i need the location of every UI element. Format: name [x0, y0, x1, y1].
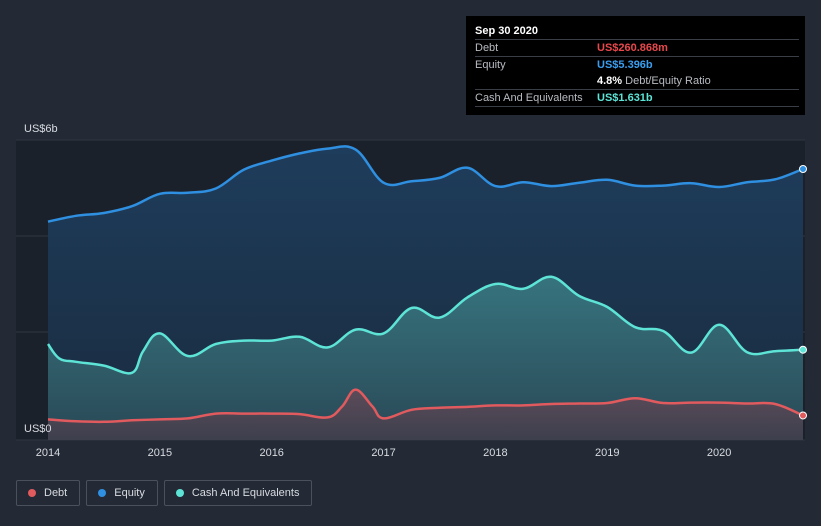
series-lines — [46, 145, 804, 424]
debt-line — [47, 388, 804, 424]
legend-item-equity[interactable]: Equity — [86, 480, 158, 506]
tooltip-value: US$1.631b — [597, 92, 653, 104]
tooltip-label: Debt — [475, 42, 499, 54]
legend: Debt Equity Cash And Equivalents — [16, 480, 313, 506]
tooltip-label: Equity — [475, 59, 506, 71]
legend-item-cash[interactable]: Cash And Equivalents — [163, 480, 313, 506]
legend-label: Debt — [44, 487, 68, 499]
equity-endpoint[interactable] — [799, 164, 807, 173]
cash-line — [46, 275, 804, 375]
x-tick-label: 2016 — [259, 447, 283, 459]
tooltip-row-debt: Debt US$260.868m — [475, 39, 799, 56]
equity-line — [47, 145, 804, 223]
cash-area — [48, 276, 803, 440]
legend-label: Equity — [114, 487, 145, 499]
x-axis-ticks: 2014 2015 2016 2017 2018 2019 2020 — [36, 447, 732, 459]
series-endpoints[interactable] — [799, 164, 807, 420]
tooltip-label: Cash And Equivalents — [475, 92, 583, 104]
tooltip-value: 4.8% — [597, 75, 623, 87]
tooltip-label — [475, 73, 597, 89]
legend-item-debt[interactable]: Debt — [16, 480, 81, 506]
equity-dot-icon — [98, 489, 107, 497]
tooltip-value: US$5.396b — [597, 59, 653, 71]
cash-dot-icon — [175, 489, 184, 497]
x-tick-label: 2020 — [707, 447, 731, 459]
tooltip-panel: Sep 30 2020 Debt US$260.868m Equity US$5… — [466, 16, 805, 115]
y-axis-label-top: US$6b — [24, 123, 58, 135]
tooltip-date: Sep 30 2020 — [475, 25, 538, 37]
debt-endpoint[interactable] — [799, 411, 807, 420]
cash-endpoint[interactable] — [799, 345, 807, 354]
tooltip-row-cash: Cash And Equivalents US$1.631b — [475, 89, 799, 107]
debt-dot-icon — [28, 489, 36, 497]
tooltip-row-equity: Equity US$5.396b — [475, 56, 799, 73]
x-tick-label: 2018 — [483, 447, 507, 459]
tooltip-row-ratio: 4.8% Debt/Equity Ratio — [475, 73, 799, 89]
legend-label: Cash And Equivalents — [191, 487, 300, 499]
x-tick-label: 2019 — [595, 447, 619, 459]
series-areas — [48, 146, 803, 440]
tooltip-ratio-label: Debt/Equity Ratio — [625, 75, 711, 87]
tooltip-ratio: 4.8% Debt/Equity Ratio — [597, 73, 711, 89]
x-tick-label: 2015 — [148, 447, 172, 459]
x-tick-label: 2014 — [36, 447, 60, 459]
y-axis-label-bottom: US$0 — [24, 423, 52, 435]
x-tick-label: 2017 — [371, 447, 395, 459]
tooltip-value: US$260.868m — [597, 42, 668, 54]
